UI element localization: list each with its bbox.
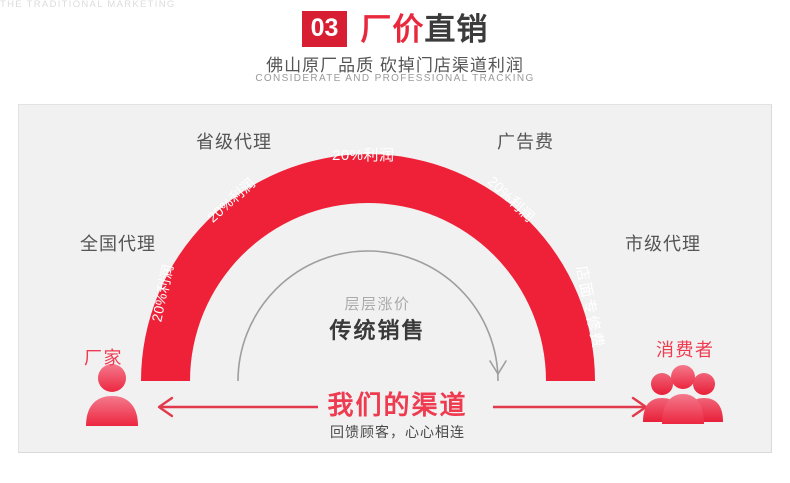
page-title-dark-part: 直销: [424, 11, 489, 47]
outer-label-provincial-agent: 省级代理: [196, 132, 272, 152]
red-profit-arch-band: [141, 154, 595, 381]
endpoint-label-consumer: 消费者: [656, 340, 715, 360]
header: 03 厂价直销 佛山原厂品质 砍掉门店渠道利润 CONSIDERATE AND …: [0, 0, 790, 100]
center-label-traditional-sales: 传统销售: [329, 318, 426, 343]
page-title-red-part: 厂价: [360, 11, 425, 47]
bottom-label-feedback-slogan: 回馈顾客，心心相连: [330, 424, 465, 440]
subtitle-chinese: 佛山原厂品质 砍掉门店渠道利润: [266, 56, 524, 75]
outer-label-national-agent: 全国代理: [80, 234, 156, 254]
outer-label-city-agent: 市级代理: [625, 234, 701, 254]
outer-label-advertising-fee: 广告费: [497, 132, 554, 152]
arrow-left-icon: [157, 396, 174, 418]
single-person-icon: [86, 364, 138, 426]
inner-traditional-arc: [237, 250, 499, 382]
curved-arrow-down-icon: [489, 360, 507, 376]
endpoint-label-manufacturer: 厂家: [84, 348, 123, 368]
band-label-profit-3: 20%利润: [332, 147, 395, 164]
center-label-rising-prices: 层层涨价: [344, 296, 411, 313]
page-title-text: 厂价直销: [360, 14, 488, 45]
section-number-badge: 03: [301, 11, 348, 47]
center-label-traditional-marketing-en: THE TRADITIONAL MARKETING: [0, 0, 176, 10]
bottom-label-our-channel: 我们的渠道: [327, 390, 468, 420]
subtitle-english: CONSIDERATE AND PROFESSIONAL TRACKING: [255, 73, 535, 84]
group-of-people-icon: [643, 365, 723, 424]
page-title: 03 厂价直销: [0, 10, 790, 48]
arrow-right-icon: [631, 396, 648, 418]
